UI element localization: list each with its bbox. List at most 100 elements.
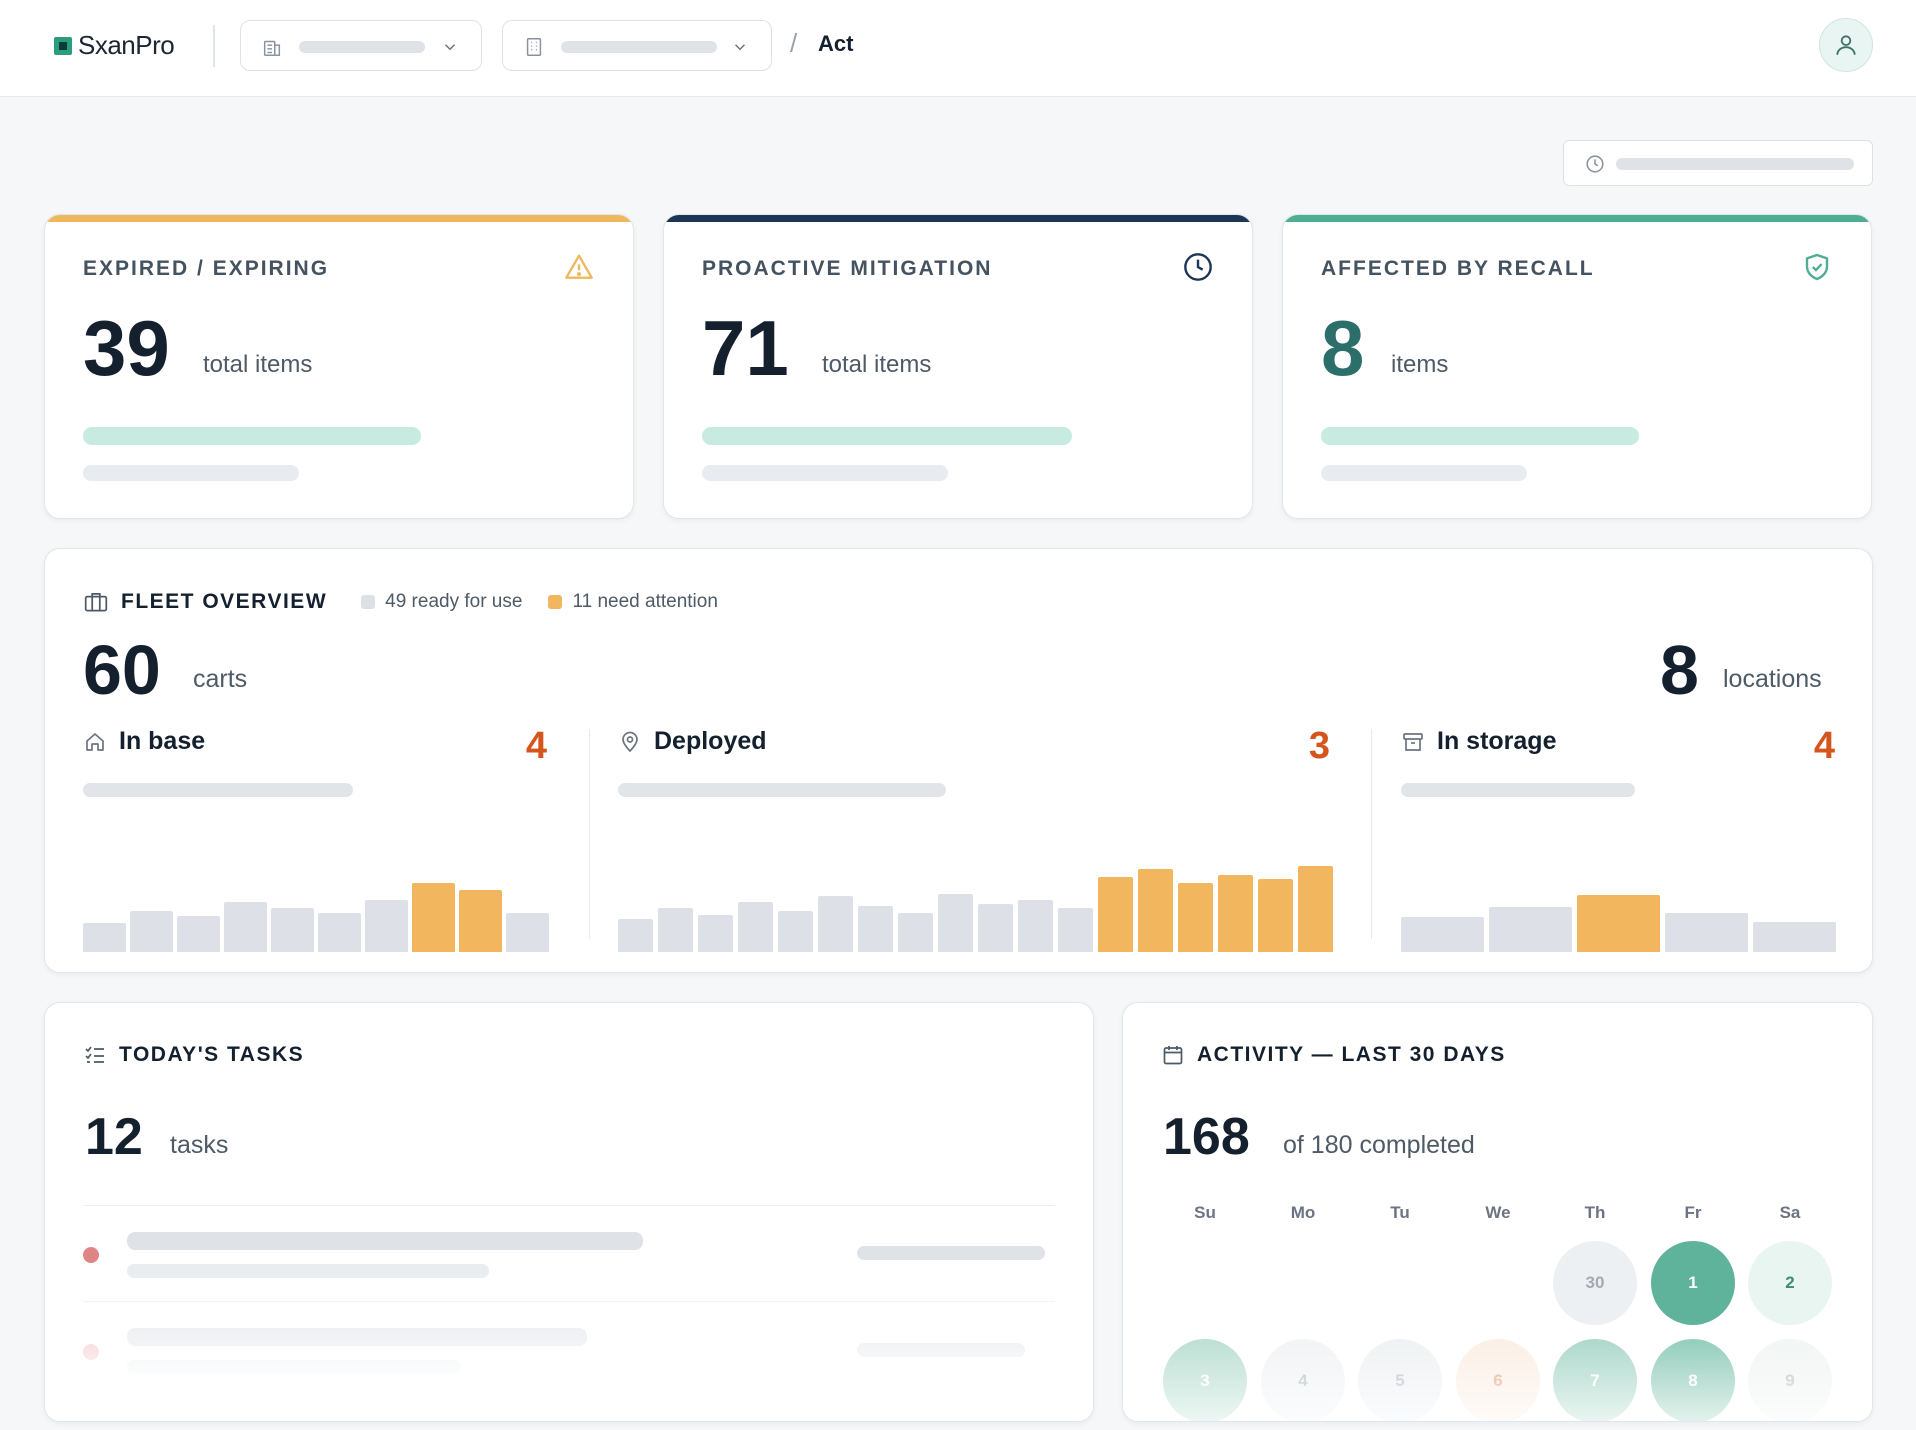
ready-bar	[83, 923, 126, 952]
kpi-caption-placeholder	[83, 465, 299, 481]
warning-triangle-icon	[565, 254, 593, 279]
weekday-label: Fr	[1684, 1203, 1702, 1222]
archive-box-icon	[1403, 732, 1423, 751]
ready-bar	[658, 908, 693, 952]
ready-bar	[224, 902, 267, 952]
fleet-locations-value: 8	[1660, 631, 1699, 709]
column-header: In storage	[1401, 727, 1556, 756]
column-histogram	[83, 883, 549, 952]
facility-selector[interactable]	[502, 20, 772, 71]
attention-bar	[1577, 895, 1660, 952]
selector-value-placeholder	[299, 41, 425, 53]
date-range-picker[interactable]	[1563, 140, 1873, 186]
kpi-card-affected-by-recall[interactable]: AFFECTED BY RECALL 8 items	[1282, 214, 1872, 519]
column-header: In base	[83, 727, 205, 756]
ready-bar	[938, 894, 973, 952]
ready-bar	[130, 911, 173, 952]
header-divider	[213, 25, 215, 67]
column-count: 4	[525, 725, 547, 767]
briefcase-icon	[84, 593, 108, 612]
calendar-day[interactable]: 2	[1748, 1241, 1832, 1325]
user-avatar-button[interactable]	[1819, 18, 1873, 72]
tasks-divider	[83, 1205, 1055, 1206]
tasks-title: TODAY'S TASKS	[119, 1043, 305, 1066]
organization-selector[interactable]	[240, 20, 482, 71]
column-bar-placeholder	[1401, 783, 1635, 797]
clock-icon	[1586, 155, 1604, 173]
building-icon	[263, 40, 281, 56]
kpi-progress-placeholder	[83, 427, 421, 445]
scroll-fade-overlay	[45, 1271, 1093, 1421]
ready-bar	[1489, 907, 1572, 952]
ready-bar	[1753, 922, 1836, 952]
chevron-down-icon	[734, 44, 746, 51]
kpi-progress-placeholder	[702, 427, 1072, 445]
ready-bar	[318, 913, 361, 952]
fleet-header: FLEET OVERVIEW 49 ready for use 11 need …	[83, 589, 718, 615]
calendar-day[interactable]: 30	[1553, 1241, 1637, 1325]
weekday-label: We	[1485, 1203, 1511, 1222]
ready-bar	[858, 906, 893, 952]
ready-bar	[738, 902, 773, 952]
column-histogram	[1401, 895, 1836, 952]
priority-dot	[83, 1247, 99, 1263]
kpi-card-expired[interactable]: EXPIRED / EXPIRING 39 total items	[44, 214, 634, 519]
column-divider	[589, 729, 590, 939]
calendar-day[interactable]: 1	[1651, 1241, 1735, 1325]
legend-swatch	[361, 595, 376, 609]
legend-label: 11 need attention	[572, 591, 718, 612]
kpi-progress-placeholder	[1321, 427, 1639, 445]
kpi-unit: items	[1391, 351, 1449, 378]
weekday-label: Sa	[1779, 1203, 1801, 1222]
clock-icon	[1184, 253, 1212, 281]
attention-bar	[459, 890, 502, 952]
app-name: SxanPro	[78, 30, 175, 60]
task-meta-placeholder	[857, 1246, 1045, 1260]
scroll-fade-overlay	[1123, 1331, 1872, 1421]
activity-card: ACTIVITY — LAST 30 DAYS 168 of 180 compl…	[1122, 1002, 1873, 1422]
weekday-label: Tu	[1390, 1203, 1410, 1222]
map-pin-icon	[622, 731, 638, 752]
app-logo[interactable]: SxanPro	[54, 30, 175, 61]
legend-label: 49 ready for use	[385, 591, 523, 612]
attention-bar	[1138, 869, 1173, 952]
legend-attention: 11 need attention	[548, 591, 718, 613]
column-bar-placeholder	[83, 783, 353, 797]
attention-bar	[1218, 875, 1253, 952]
fleet-column-in-base[interactable]: In base 4	[83, 725, 549, 952]
attention-bar	[412, 883, 455, 952]
fleet-total-value: 60	[83, 631, 161, 709]
kpi-accent-bar	[664, 215, 1252, 222]
kpi-unit: total items	[822, 351, 932, 378]
todays-tasks-card: TODAY'S TASKS 12 tasks	[44, 1002, 1094, 1422]
column-bar-placeholder	[618, 783, 946, 797]
ready-bar	[1058, 908, 1093, 952]
ready-bar	[365, 900, 408, 952]
column-header: Deployed	[618, 727, 767, 756]
kpi-unit: total items	[203, 351, 313, 378]
ready-bar	[898, 913, 933, 952]
kpi-title: AFFECTED BY RECALL	[1321, 257, 1595, 280]
ready-bar	[778, 911, 813, 952]
weekday-label: Su	[1194, 1203, 1216, 1222]
kpi-card-proactive-mitigation[interactable]: PROACTIVE MITIGATION 71 total items	[663, 214, 1253, 519]
ready-bar	[1401, 917, 1484, 952]
column-divider	[1371, 729, 1372, 939]
column-count: 3	[1308, 725, 1330, 767]
task-title-placeholder	[127, 1232, 643, 1250]
column-count: 4	[1813, 725, 1835, 767]
fleet-column-deployed[interactable]: Deployed 3	[618, 725, 1333, 952]
date-range-placeholder	[1616, 158, 1854, 170]
kpi-caption-placeholder	[1321, 465, 1527, 481]
breadcrumb-current: Act	[818, 31, 854, 56]
attention-bar	[1258, 879, 1293, 952]
ready-bar	[177, 916, 220, 952]
fleet-locations-unit: locations	[1723, 665, 1822, 693]
logo-mark-icon	[54, 36, 72, 55]
ready-bar	[818, 896, 853, 952]
attention-bar	[1178, 883, 1213, 952]
ready-bar	[978, 904, 1013, 952]
office-building-icon	[526, 38, 542, 56]
fleet-column-in-storage[interactable]: In storage 4	[1401, 725, 1836, 952]
kpi-value: 8	[1321, 304, 1365, 392]
